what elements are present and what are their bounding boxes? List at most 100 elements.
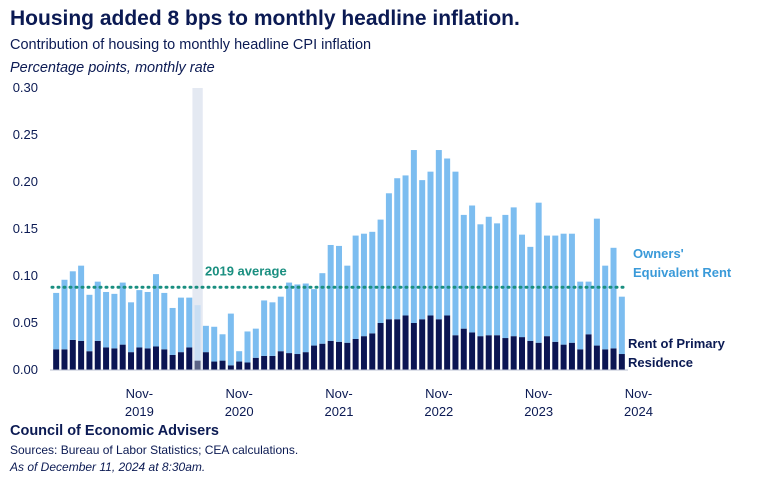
bar-owners-equivalent-rent <box>543 235 550 337</box>
bar-rent-primary-residence <box>427 315 434 370</box>
bar-rent-primary-residence <box>577 349 584 370</box>
bar-owners-equivalent-rent <box>402 175 409 316</box>
rent-label-line2: Residence <box>628 355 693 370</box>
chart-title: Housing added 8 bps to monthly headline … <box>10 7 520 30</box>
bar-rent-primary-residence <box>277 351 284 370</box>
bar-rent-primary-residence <box>78 340 85 370</box>
y-tick-label: 0.30 <box>13 80 38 95</box>
chart-subtitle: Contribution of housing to monthly headl… <box>10 37 372 53</box>
bar-rent-primary-residence <box>252 357 259 370</box>
bar-owners-equivalent-rent <box>269 302 276 356</box>
bar-owners-equivalent-rent <box>244 331 251 363</box>
bar-owners-equivalent-rent <box>469 205 476 333</box>
bar-owners-equivalent-rent <box>577 281 584 350</box>
bar-owners-equivalent-rent <box>286 282 293 354</box>
footer-organization: Council of Economic Advisers <box>10 423 219 439</box>
bar-owners-equivalent-rent <box>394 178 401 320</box>
bar-rent-primary-residence <box>585 334 592 370</box>
bar-rent-primary-residence <box>261 355 268 370</box>
bar-owners-equivalent-rent <box>452 171 459 336</box>
y-tick-label: 0.10 <box>13 268 38 283</box>
bar-owners-equivalent-rent <box>460 214 467 329</box>
bar-rent-primary-residence <box>344 342 351 370</box>
bar-owners-equivalent-rent <box>485 216 492 336</box>
bar-rent-primary-residence <box>593 345 600 370</box>
bar-rent-primary-residence <box>519 337 526 370</box>
bar-rent-primary-residence <box>460 328 467 370</box>
bar-owners-equivalent-rent <box>560 233 567 345</box>
bar-owners-equivalent-rent <box>419 180 426 320</box>
bar-rent-primary-residence <box>510 336 517 370</box>
bar-owners-equivalent-rent <box>527 246 534 341</box>
bar-owners-equivalent-rent <box>194 305 201 361</box>
bar-rent-primary-residence <box>410 323 417 370</box>
chart-units: Percentage points, monthly rate <box>10 60 215 76</box>
bar-rent-primary-residence <box>94 340 101 370</box>
bar-owners-equivalent-rent <box>119 282 126 345</box>
bar-rent-primary-residence <box>502 338 509 370</box>
stacked-bar-chart: 0.000.050.100.150.200.250.30 Nov-2019Nov… <box>13 80 732 419</box>
bar-rent-primary-residence <box>377 323 384 370</box>
bar-rent-primary-residence <box>177 352 184 370</box>
bar-owners-equivalent-rent <box>344 265 351 343</box>
bar-rent-primary-residence <box>244 362 251 370</box>
shaded-period <box>192 88 203 370</box>
x-axis: Nov-2019 Nov-2020 Nov-2021 Nov-2022 Nov-2023… <box>50 369 653 419</box>
bar-owners-equivalent-rent <box>410 150 417 323</box>
bar-owners-equivalent-rent <box>177 297 184 353</box>
bar-owners-equivalent-rent <box>535 202 542 343</box>
rent-label-line1: Rent of Primary <box>628 336 726 351</box>
bar-rent-primary-residence <box>568 342 575 370</box>
bar-rent-primary-residence <box>169 354 176 370</box>
bar-rent-primary-residence <box>186 347 193 370</box>
bar-rent-primary-residence <box>227 365 234 370</box>
bar-owners-equivalent-rent <box>169 307 176 355</box>
bar-owners-equivalent-rent <box>435 150 442 320</box>
bar-owners-equivalent-rent <box>519 234 526 338</box>
bar-rent-primary-residence <box>111 348 118 370</box>
bar-owners-equivalent-rent <box>427 171 434 316</box>
bar-owners-equivalent-rent <box>336 245 342 342</box>
bar-owners-equivalent-rent <box>94 281 101 341</box>
bar-rent-primary-residence <box>618 354 625 370</box>
footer-sources: Sources: Bureau of Labor Statistics; CEA… <box>10 443 299 457</box>
bar-owners-equivalent-rent <box>510 207 517 337</box>
x-tick-label: Nov-2022 <box>424 386 453 419</box>
bar-owners-equivalent-rent <box>69 271 76 340</box>
bar-owners-equivalent-rent <box>494 223 501 336</box>
bar-owners-equivalent-rent <box>252 328 259 358</box>
bar-owners-equivalent-rent <box>360 233 367 337</box>
rent-series-label: Rent of Primary Residence <box>628 336 728 370</box>
bar-rent-primary-residence <box>452 335 459 370</box>
bar-rent-primary-residence <box>269 355 276 370</box>
bar-owners-equivalent-rent <box>128 302 135 353</box>
average-line-label: 2019 average <box>205 263 287 278</box>
bar-owners-equivalent-rent <box>111 293 118 349</box>
bar-owners-equivalent-rent <box>369 231 376 334</box>
bar-rent-primary-residence <box>311 345 318 370</box>
bar-rent-primary-residence <box>602 349 609 370</box>
x-tick-label: Nov-2020 <box>225 386 254 419</box>
y-tick-label: 0.25 <box>13 127 38 142</box>
bar-owners-equivalent-rent <box>78 265 85 341</box>
bar-rent-primary-residence <box>477 336 484 370</box>
bar-rent-primary-residence <box>236 361 243 370</box>
bar-rent-primary-residence <box>527 340 534 370</box>
bar-rent-primary-residence <box>61 349 68 370</box>
shaded-period-band <box>192 88 203 370</box>
bar-owners-equivalent-rent <box>53 292 60 350</box>
bar-rent-primary-residence <box>336 341 342 370</box>
bar-rent-primary-residence <box>543 336 550 370</box>
oer-label-line2: Equivalent Rent <box>633 265 732 280</box>
bar-owners-equivalent-rent <box>144 291 151 349</box>
bar-rent-primary-residence <box>610 348 617 370</box>
bar-owners-equivalent-rent <box>211 326 218 362</box>
x-tick-label: Nov-2021 <box>325 386 354 419</box>
bar-owners-equivalent-rent <box>552 235 559 342</box>
footer-as-of: As of December 11, 2024 at 8:30am. <box>10 460 206 474</box>
bar-rent-primary-residence <box>402 315 409 370</box>
bar-series <box>53 150 625 370</box>
bar-rent-primary-residence <box>444 315 451 370</box>
bar-rent-primary-residence <box>86 351 93 370</box>
y-tick-label: 0.20 <box>13 174 38 189</box>
